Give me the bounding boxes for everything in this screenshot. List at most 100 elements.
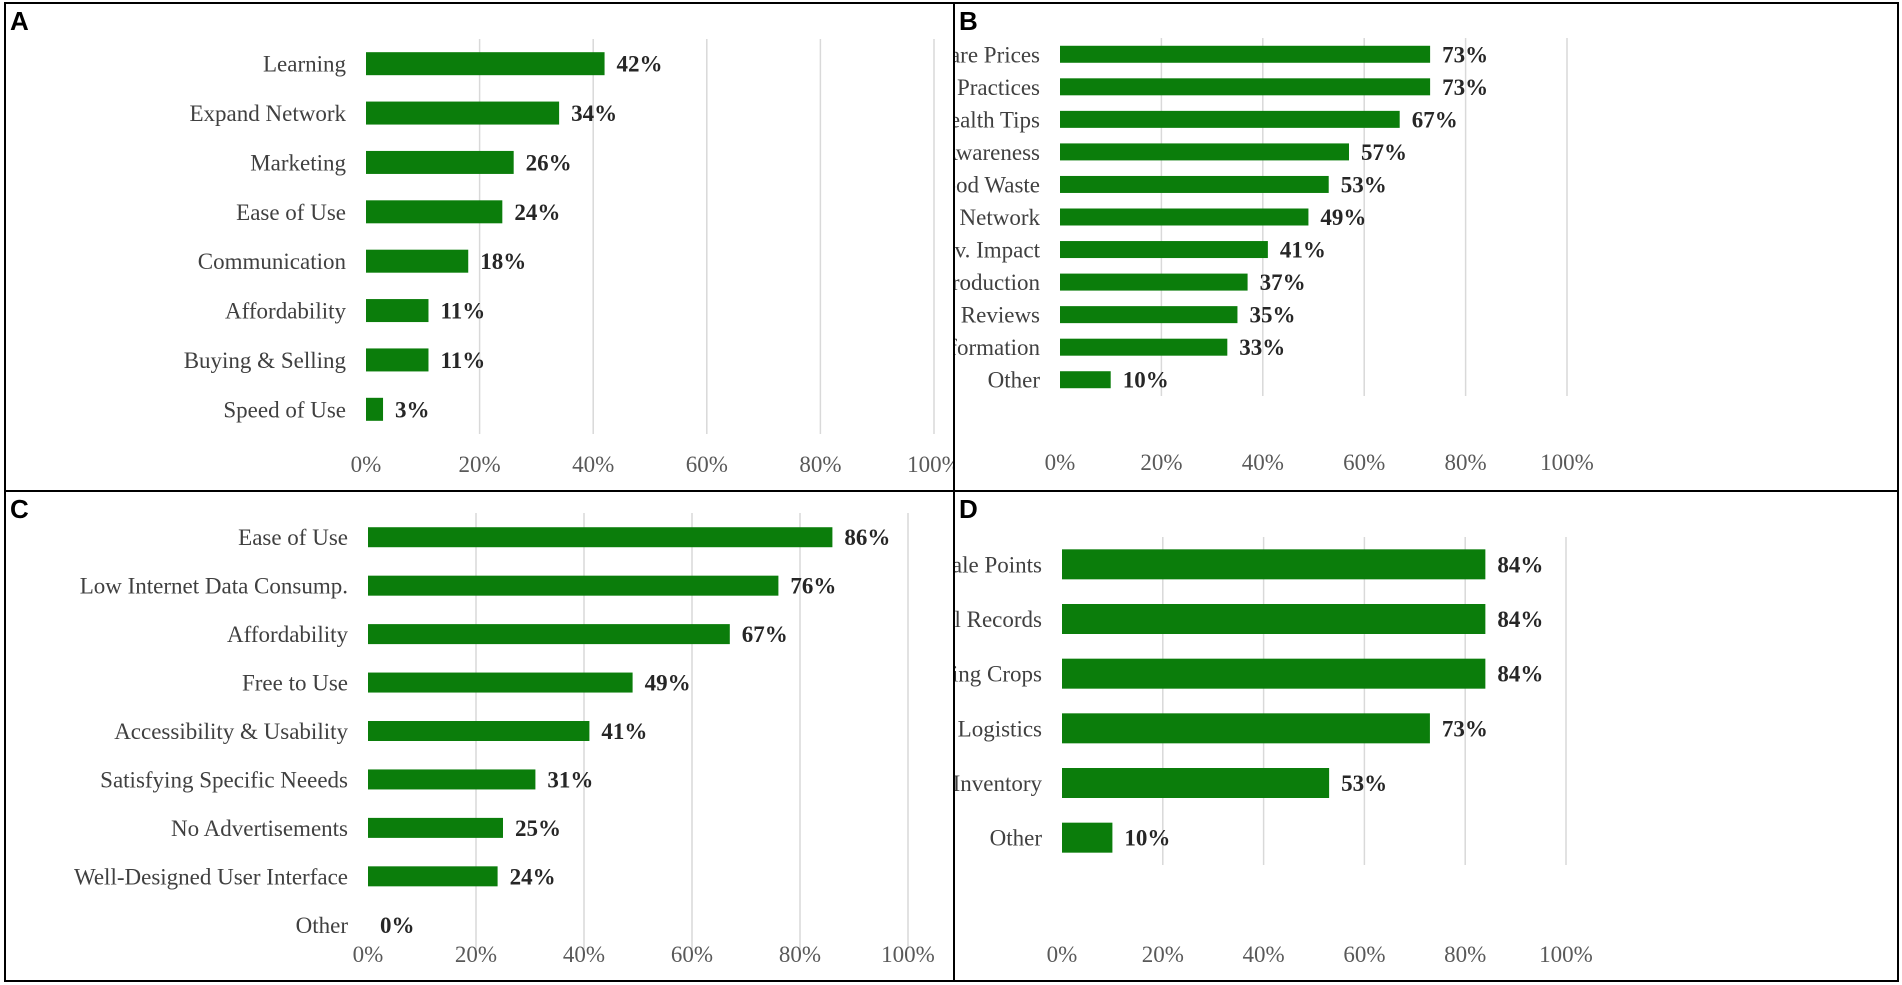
category-label: Get Dietary Information <box>955 335 1041 360</box>
bar <box>1062 658 1486 689</box>
bar <box>1062 604 1486 634</box>
data-label: 34% <box>571 101 617 126</box>
category-label: Communication <box>198 249 347 274</box>
bar <box>1060 273 1248 291</box>
data-label: 41% <box>1280 238 1326 263</box>
category-label: Keeping Inventory <box>955 771 1042 796</box>
x-tick-label: 20% <box>1140 450 1182 475</box>
category-label: Share Health Tips <box>955 107 1040 132</box>
category-label: Other <box>988 368 1041 393</box>
category-label: Well-Designed User Interface <box>74 864 348 889</box>
bar <box>1062 768 1330 798</box>
x-tick-label: 40% <box>572 452 614 477</box>
data-label: 86% <box>844 525 890 550</box>
bar <box>1062 713 1430 744</box>
chart-panel-c: C 0% 20% 40% 60% 80% 100% Ease of Use 86% Low In… <box>4 490 955 982</box>
data-label: 11% <box>440 299 485 324</box>
data-label: 73% <box>1442 42 1488 67</box>
bar <box>368 817 503 838</box>
category-label: Other <box>296 913 349 938</box>
data-label: 24% <box>510 864 556 889</box>
category-label: Calculate Env. Impact <box>955 238 1041 263</box>
chart-panel-a: A 0% 20% 40% 60% 80% 100% Learning 42% Expand Ne… <box>4 2 955 492</box>
data-label: 84% <box>1497 662 1543 687</box>
category-label: Share Best Practices <box>955 75 1040 100</box>
bar <box>368 527 833 548</box>
bar <box>1060 110 1400 128</box>
data-label: 73% <box>1442 75 1488 100</box>
bar <box>1060 371 1111 389</box>
bar <box>1060 175 1329 193</box>
bar <box>366 101 560 125</box>
bar <box>368 672 633 693</box>
category-label: Assisting with Logistics <box>955 716 1042 741</box>
bar <box>1060 241 1268 259</box>
x-tick-label: 40% <box>1242 450 1284 475</box>
category-label: Accessibility & Usability <box>114 719 348 744</box>
data-label: 35% <box>1249 303 1295 328</box>
data-label: 84% <box>1497 607 1543 632</box>
bar <box>366 348 429 372</box>
data-label: 57% <box>1361 140 1407 165</box>
bar <box>1060 306 1238 324</box>
x-tick-label: 80% <box>1444 942 1486 967</box>
x-tick-label: 0% <box>1047 942 1078 967</box>
bar-chart-d: 0% 20% 40% 60% 80% 100% Finding Sale Points 84%… <box>955 537 1593 967</box>
category-label: Affordability <box>225 299 346 324</box>
panel-letter-b: B <box>959 6 978 36</box>
x-tick-label: 20% <box>455 942 497 967</box>
x-tick-label: 100% <box>1540 450 1594 475</box>
category-label: Affordability <box>227 622 348 647</box>
category-label: Finding Sale Points <box>955 552 1042 577</box>
x-tick-label: 40% <box>1243 942 1285 967</box>
bar-chart-c: 0% 20% 40% 60% 80% 100% Ease of Use 86% Low Inte… <box>74 513 935 967</box>
category-label: Compare Prices <box>955 42 1040 67</box>
panel-letter-a: A <box>10 6 29 36</box>
data-label: 49% <box>645 671 691 696</box>
data-label: 37% <box>1260 270 1306 295</box>
chart-panel-b: B 0% 20% 40% 60% 80% 100% Compare Prices 73% Sha… <box>953 2 1899 492</box>
data-label: 0% <box>380 913 415 938</box>
bar <box>1060 338 1228 356</box>
category-label: Learning <box>263 52 347 77</box>
category-label: Ease of Use <box>238 525 348 550</box>
bar <box>1060 45 1431 63</box>
data-label: 3% <box>395 397 430 422</box>
bar <box>1060 143 1349 161</box>
x-tick-label: 80% <box>1445 450 1487 475</box>
x-tick-label: 0% <box>351 452 382 477</box>
x-tick-label: 0% <box>353 942 384 967</box>
data-label: 67% <box>1412 107 1458 132</box>
x-tick-label: 60% <box>1343 942 1385 967</box>
bar <box>368 575 779 596</box>
x-tick-label: 60% <box>1343 450 1385 475</box>
category-label: Keeping Financial Records <box>955 607 1042 632</box>
data-label: 25% <box>515 816 561 841</box>
category-label: Low Internet Data Consump. <box>80 574 348 599</box>
data-label: 53% <box>1341 172 1387 197</box>
data-label: 10% <box>1123 368 1169 393</box>
category-label: Trace Food Production <box>955 270 1040 295</box>
bar <box>368 866 498 887</box>
bar <box>366 52 605 76</box>
x-tick-label: 100% <box>1539 942 1593 967</box>
bar <box>1062 549 1486 580</box>
category-label: Marketing <box>250 150 346 175</box>
category-label: Cultivating Crops <box>955 662 1042 687</box>
data-label: 41% <box>601 719 647 744</box>
data-label: 26% <box>526 150 572 175</box>
category-label: Read Product Reviews <box>955 303 1040 328</box>
bar <box>366 397 384 421</box>
data-label: 53% <box>1341 771 1387 796</box>
data-label: 84% <box>1497 552 1543 577</box>
category-label: Speed of Use <box>223 397 346 422</box>
category-label: Increase Social Awareness <box>955 140 1040 165</box>
category-label: Buying & Selling <box>184 348 347 373</box>
bar <box>1062 822 1113 853</box>
bar <box>366 150 514 174</box>
x-tick-label: 60% <box>671 942 713 967</box>
data-label: 24% <box>514 200 560 225</box>
chart-panel-d: D 0% 20% 40% 60% 80% 100% Finding Sale Points 8… <box>953 490 1899 982</box>
panel-letter-c: C <box>10 494 29 524</box>
x-tick-label: 80% <box>779 942 821 967</box>
